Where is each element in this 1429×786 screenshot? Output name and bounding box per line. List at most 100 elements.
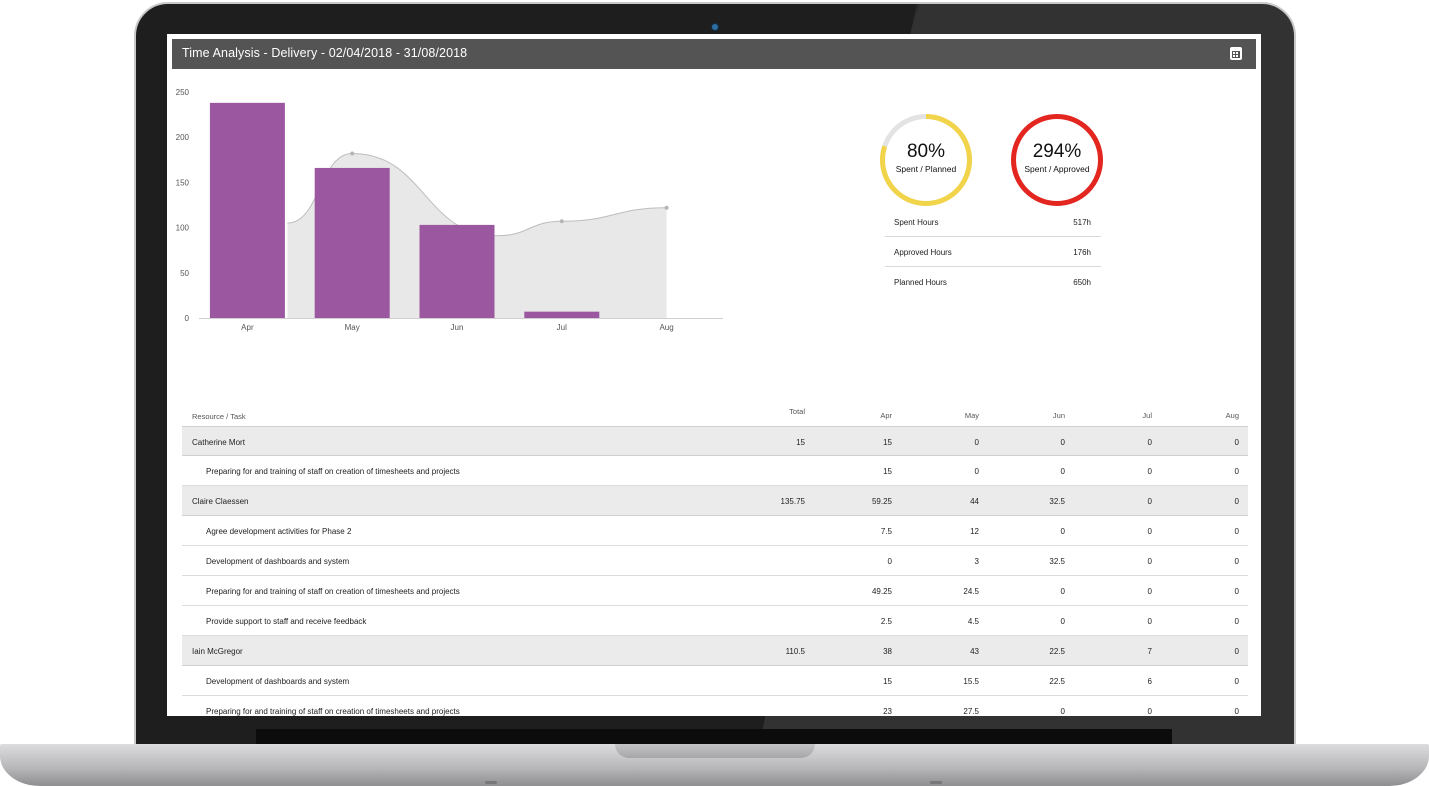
- area-series-point: [664, 205, 669, 210]
- cell-aug: 0: [1234, 587, 1239, 596]
- cell-jun: 0: [1060, 527, 1065, 536]
- cell-jul: 0: [1147, 467, 1152, 476]
- page-title: Time Analysis - Delivery - 02/04/2018 - …: [182, 46, 468, 60]
- camera: [711, 23, 719, 31]
- cell-jun: 0: [1060, 438, 1065, 447]
- table-body: Catherine Mort 15 15 0 0 0 0 Preparing for and …: [182, 426, 1248, 716]
- x-tick-label: Jun: [451, 323, 464, 332]
- row-name: Claire Claessen: [192, 497, 249, 506]
- ring-label: Spent / Approved: [1024, 164, 1090, 174]
- cell-total: 15: [796, 438, 805, 447]
- laptop-foot: [930, 781, 942, 784]
- column-header-may[interactable]: May: [964, 411, 979, 420]
- row-name: Iain McGregor: [192, 647, 243, 656]
- row-name: Development of dashboards and system: [206, 557, 350, 566]
- bar-apr: [209, 102, 285, 319]
- cell-may: 27.5: [963, 707, 979, 716]
- cell-apr: 38: [883, 647, 892, 656]
- row-name: Preparing for and training of staff on c…: [206, 707, 460, 716]
- table-header: Resource / Task Total Apr May Jun Jul Au…: [182, 400, 1248, 426]
- row-name: Provide support to staff and receive fee…: [206, 617, 367, 626]
- table-row-resource[interactable]: Catherine Mort 15 15 0 0 0 0: [182, 426, 1248, 456]
- area-series-point: [350, 151, 355, 156]
- row-name: Agree development activities for Phase 2: [206, 527, 352, 536]
- table-row-task[interactable]: Agree development activities for Phase 2…: [182, 516, 1248, 546]
- summary-value: 650h: [1073, 278, 1091, 287]
- cell-aug: 0: [1234, 557, 1239, 566]
- cell-jul: 0: [1147, 438, 1152, 447]
- time-chart: 0 50 100 150 200 250 Apr May Jun Jul Aug: [176, 88, 723, 332]
- cell-aug: 0: [1234, 527, 1239, 536]
- y-tick-label: 100: [176, 224, 190, 233]
- row-name: Preparing for and training of staff on c…: [206, 467, 460, 476]
- cell-may: 0: [974, 438, 979, 447]
- cell-jul: 6: [1147, 677, 1152, 686]
- cell-jun: 22.5: [1049, 677, 1065, 686]
- table-row-task[interactable]: Preparing for and training of staff on c…: [182, 576, 1248, 606]
- cell-apr: 23: [883, 707, 892, 716]
- row-name: Catherine Mort: [192, 438, 245, 447]
- cell-aug: 0: [1234, 497, 1239, 506]
- cell-aug: 0: [1234, 438, 1239, 447]
- cell-jun: 0: [1060, 587, 1065, 596]
- cell-may: 3: [974, 557, 979, 566]
- cell-jun: 22.5: [1049, 647, 1065, 656]
- row-name: Preparing for and training of staff on c…: [206, 587, 460, 596]
- cell-total: 135.75: [780, 497, 805, 506]
- cell-may: 4.5: [967, 617, 979, 626]
- cell-jun: 32.5: [1049, 557, 1065, 566]
- cell-jul: 0: [1147, 707, 1152, 716]
- cell-apr: 7.5: [880, 527, 892, 536]
- column-header-total[interactable]: Total: [789, 407, 805, 416]
- cell-may: 24.5: [963, 587, 979, 596]
- app-screen: Time Analysis - Delivery - 02/04/2018 - …: [167, 34, 1261, 716]
- x-tick-label: Aug: [659, 323, 673, 332]
- x-tick-label: May: [345, 323, 360, 332]
- cell-jul: 0: [1147, 617, 1152, 626]
- hours-summary: Spent Hours 517h Approved Hours 176h Pla…: [885, 207, 1101, 297]
- cell-total: 110.5: [785, 647, 805, 656]
- cell-jul: 7: [1147, 647, 1152, 656]
- table-row-task[interactable]: Preparing for and training of staff on c…: [182, 456, 1248, 486]
- cell-jun: 0: [1060, 707, 1065, 716]
- bar-jun: [419, 224, 495, 318]
- calendar-icon[interactable]: [1230, 47, 1242, 60]
- table-row-resource[interactable]: Claire Claessen 135.75 59.25 44 32.5 0 0: [182, 486, 1248, 516]
- summary-value: 517h: [1073, 218, 1091, 227]
- column-header-jul[interactable]: Jul: [1142, 411, 1152, 420]
- y-tick-label: 50: [180, 269, 189, 278]
- cell-aug: 0: [1234, 467, 1239, 476]
- column-header-jun[interactable]: Jun: [1052, 411, 1065, 420]
- bar-jul: [524, 311, 600, 318]
- table-row-resource[interactable]: Iain McGregor 110.5 38 43 22.5 7 0: [182, 636, 1248, 666]
- table-row-task[interactable]: Development of dashboards and system 15 15…: [182, 666, 1248, 696]
- cell-jul: 0: [1147, 557, 1152, 566]
- ring-progress-arc: [1011, 114, 1103, 206]
- cell-jun: 0: [1060, 617, 1065, 626]
- cell-jun: 32.5: [1049, 497, 1065, 506]
- column-header-apr[interactable]: Apr: [880, 411, 892, 420]
- table-row-task[interactable]: Development of dashboards and system 0 3 32…: [182, 546, 1248, 576]
- summary-label: Approved Hours: [894, 248, 952, 257]
- cell-apr: 59.25: [871, 497, 892, 506]
- page-header: Time Analysis - Delivery - 02/04/2018 - …: [172, 39, 1256, 69]
- cell-aug: 0: [1234, 647, 1239, 656]
- time-table: Resource / Task Total Apr May Jun Jul Au…: [182, 400, 1248, 716]
- cell-apr: 15: [883, 467, 892, 476]
- table-row-task[interactable]: Provide support to staff and receive fee…: [182, 606, 1248, 636]
- cell-aug: 0: [1234, 677, 1239, 686]
- y-tick-label: 0: [185, 314, 190, 323]
- summary-value: 176h: [1073, 248, 1091, 257]
- summary-row-spent: Spent Hours 517h: [885, 207, 1101, 237]
- table-row-task[interactable]: Preparing for and training of staff on c…: [182, 696, 1248, 716]
- column-header-resource[interactable]: Resource / Task: [192, 412, 246, 421]
- ring-spent-planned: 80% Spent / Planned: [878, 112, 974, 208]
- cell-apr: 15: [883, 438, 892, 447]
- bar-may: [314, 167, 390, 318]
- column-header-aug[interactable]: Aug: [1225, 411, 1239, 420]
- cell-may: 0: [974, 467, 979, 476]
- cell-jul: 0: [1147, 497, 1152, 506]
- cell-apr: 0: [887, 557, 892, 566]
- y-tick-label: 250: [176, 88, 190, 97]
- summary-label: Planned Hours: [894, 278, 947, 287]
